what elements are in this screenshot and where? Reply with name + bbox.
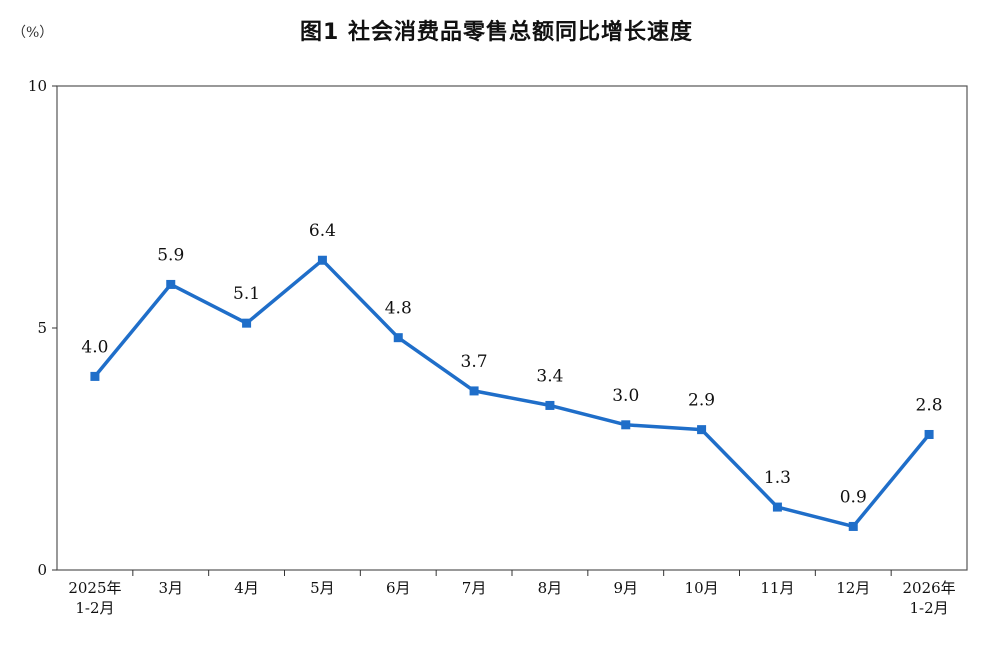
data-point-marker [772,502,782,512]
x-axis-ticks: 2025年 1-2月 3月 4月 5月 6月 7月 8月 9月 10月 11月 12月 2026年 1-2… [68,570,956,617]
data-label: 4.8 [385,299,412,319]
x-tick-label: 10月 [685,579,719,597]
data-point-marker [545,400,555,410]
data-point-marker [621,420,631,430]
data-label: 6.4 [309,221,336,241]
x-tick-label: 7月 [462,579,487,597]
y-tick-label: 0 [37,561,47,579]
data-label: 2.9 [688,391,715,411]
data-point-marker [317,255,327,265]
data-point-marker [242,318,252,328]
data-point-marker [166,279,176,289]
y-axis-ticks: 0 5 10 [28,77,57,579]
x-tick-label: 8月 [538,579,563,597]
data-labels: 4.0 5.9 5.1 6.4 4.8 3.7 3.4 3.0 2.9 1.3 0.9 2.8 [81,221,942,507]
plot-frame [56,85,968,571]
x-tick-label: 2026年 [902,579,955,597]
data-label: 0.9 [840,487,867,507]
data-point-marker [393,333,403,343]
data-point-marker [848,521,858,531]
x-tick-label: 4月 [234,579,259,597]
data-label: 3.4 [536,366,563,386]
data-label: 5.1 [233,284,260,304]
data-label: 4.0 [81,337,108,357]
data-label: 3.7 [461,352,488,372]
x-tick-label: 11月 [760,579,794,597]
x-tick-label: 6月 [386,579,411,597]
x-tick-label: 2025年 [68,579,121,597]
data-point-marker [924,429,934,439]
chart-axes [56,85,968,571]
data-point-marker [697,425,707,435]
x-tick-label: 5月 [310,579,335,597]
data-point-marker [469,386,479,396]
data-label: 5.9 [157,245,184,265]
chart-title: 图1 社会消费品零售总额同比增长速度 [300,20,693,45]
x-tick-label: 12月 [836,579,870,597]
data-label: 1.3 [764,468,791,488]
x-tick-label: 1-2月 [910,599,949,617]
data-point-marker [90,371,100,381]
data-label: 3.0 [612,386,639,406]
data-label: 2.8 [916,395,943,415]
x-tick-label: 1-2月 [75,599,114,617]
y-axis-unit-label: （%） [12,25,54,41]
data-points [90,255,934,531]
series-line [93,258,931,529]
x-tick-label: 9月 [613,579,638,597]
series-polyline [93,258,931,529]
y-tick-label: 5 [37,319,47,337]
x-tick-label: 3月 [158,579,183,597]
y-tick-label: 10 [28,77,47,95]
